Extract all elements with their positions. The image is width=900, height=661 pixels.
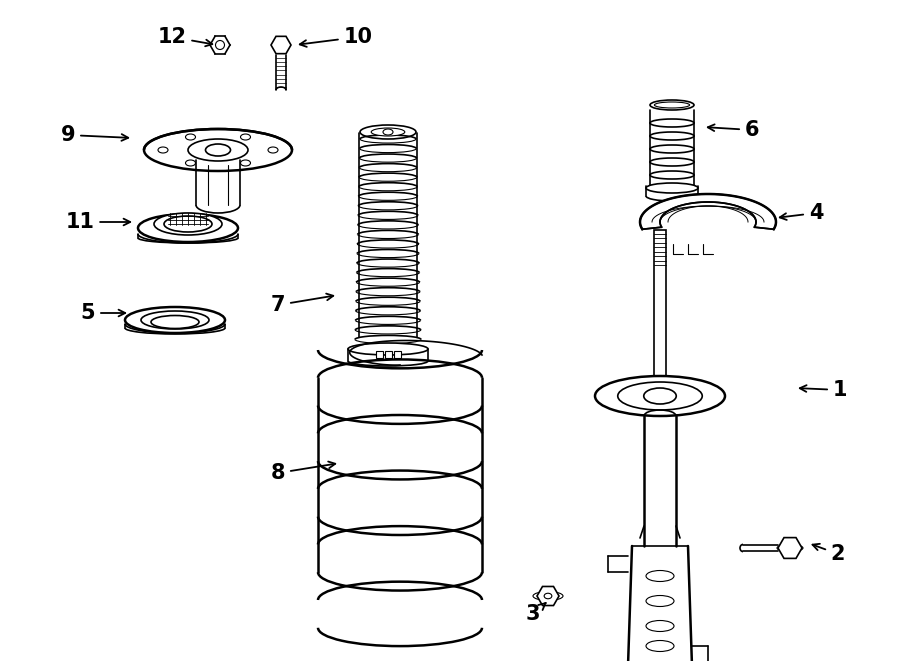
Text: 4: 4 [779, 203, 824, 223]
Polygon shape [654, 230, 666, 390]
Text: 10: 10 [300, 27, 373, 47]
Ellipse shape [533, 592, 563, 600]
Polygon shape [640, 194, 776, 229]
Text: 7: 7 [271, 293, 333, 315]
Ellipse shape [240, 160, 250, 166]
Ellipse shape [360, 125, 416, 139]
Ellipse shape [646, 621, 674, 631]
Ellipse shape [646, 641, 674, 652]
Ellipse shape [240, 134, 250, 140]
Ellipse shape [544, 594, 552, 599]
Ellipse shape [654, 102, 689, 108]
Text: 8: 8 [271, 461, 336, 483]
Text: 11: 11 [66, 212, 130, 232]
Ellipse shape [777, 545, 803, 551]
Ellipse shape [644, 388, 676, 404]
Ellipse shape [141, 311, 209, 329]
Ellipse shape [371, 128, 405, 136]
Polygon shape [537, 586, 559, 605]
Ellipse shape [188, 139, 248, 161]
Ellipse shape [144, 129, 292, 171]
Ellipse shape [154, 213, 222, 235]
Ellipse shape [158, 147, 168, 153]
FancyBboxPatch shape [394, 351, 401, 358]
Text: 9: 9 [60, 125, 128, 145]
Ellipse shape [646, 183, 698, 193]
Ellipse shape [650, 100, 694, 110]
Ellipse shape [383, 129, 393, 135]
Text: 6: 6 [707, 120, 760, 140]
Ellipse shape [595, 376, 725, 416]
FancyBboxPatch shape [385, 351, 392, 358]
Text: 2: 2 [813, 544, 845, 564]
Ellipse shape [215, 40, 224, 50]
Polygon shape [778, 537, 802, 559]
Ellipse shape [164, 216, 212, 232]
Text: 12: 12 [158, 27, 212, 47]
Ellipse shape [646, 570, 674, 582]
Ellipse shape [268, 147, 278, 153]
FancyBboxPatch shape [376, 351, 383, 358]
Ellipse shape [646, 596, 674, 607]
Ellipse shape [138, 214, 238, 242]
Text: 1: 1 [800, 380, 847, 400]
Ellipse shape [617, 382, 702, 410]
Polygon shape [271, 36, 291, 54]
Ellipse shape [348, 343, 428, 355]
Ellipse shape [185, 134, 195, 140]
Ellipse shape [151, 315, 199, 329]
Text: 5: 5 [81, 303, 125, 323]
Ellipse shape [125, 307, 225, 333]
Text: 3: 3 [526, 603, 545, 624]
Ellipse shape [205, 144, 230, 156]
Ellipse shape [185, 160, 195, 166]
